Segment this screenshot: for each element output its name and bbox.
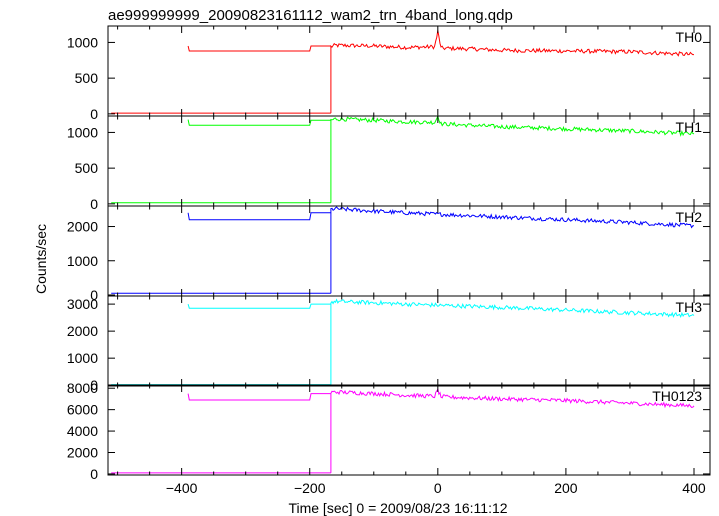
panel-label-th3: TH3 bbox=[676, 299, 703, 315]
y-tick-label: 1000 bbox=[67, 34, 98, 50]
plot-frame-th0 bbox=[107, 25, 711, 117]
y-tick-label: 500 bbox=[75, 70, 99, 86]
y-axis-label: Counts/sec bbox=[33, 224, 49, 294]
series-th0-2 bbox=[330, 30, 694, 114]
y-tick-label: 8000 bbox=[67, 380, 98, 396]
series-th0123-2 bbox=[330, 388, 695, 473]
y-tick-label: 1000 bbox=[67, 124, 98, 140]
x-axis-label: Time [sec] 0 = 2009/08/23 16:11:12 bbox=[288, 500, 507, 516]
panel-th1: 0 500 1000 TH1 bbox=[67, 114, 711, 212]
plot-frame-th3 bbox=[107, 295, 711, 387]
panel-label-th1: TH1 bbox=[676, 119, 703, 135]
series-th2-2 bbox=[330, 206, 694, 294]
y-tick-label: 2000 bbox=[67, 323, 98, 339]
x-tick-label: 400 bbox=[682, 480, 706, 496]
x-tick-label: 200 bbox=[554, 480, 578, 496]
panel-label-th2: TH2 bbox=[676, 209, 703, 225]
y-tick-label: 1000 bbox=[67, 350, 98, 366]
y-tick-label: 3000 bbox=[67, 296, 98, 312]
y-tick-label: 0 bbox=[90, 196, 98, 212]
y-tick-label: 4000 bbox=[67, 423, 98, 439]
panel-th2: 0 1000 2000 TH2 bbox=[67, 205, 711, 303]
x-tick-label: 0 bbox=[434, 480, 442, 496]
series-th2-1 bbox=[187, 212, 331, 221]
series-th1-1 bbox=[187, 119, 331, 126]
y-tick-label: 6000 bbox=[67, 402, 98, 418]
panel-th0123: 0 2000 4000 6000 8000 −400 −200 0 200 400 TH0123 bbox=[67, 380, 711, 496]
series-th0-1 bbox=[187, 45, 331, 52]
x-tick-label: −200 bbox=[294, 480, 326, 496]
y-tick-label: 500 bbox=[75, 160, 99, 176]
y-tick-label: 0 bbox=[90, 377, 98, 393]
panel-th3: 0 1000 2000 3000 TH3 bbox=[67, 295, 711, 393]
y-tick-label: 0 bbox=[90, 287, 98, 303]
y-tick-label: 0 bbox=[90, 106, 98, 122]
series-th3-1 bbox=[187, 303, 331, 309]
y-tick-label: 1000 bbox=[67, 253, 98, 269]
chart-title: ae999999999_20090823161112_wam2_trn_4ban… bbox=[108, 7, 513, 24]
panel-label-th0: TH0 bbox=[676, 29, 703, 45]
y-tick-label: 0 bbox=[90, 466, 98, 482]
panel-th0: 0 500 1000 TH0 bbox=[67, 25, 711, 122]
series-th0123-1 bbox=[187, 393, 331, 401]
panel-label-th0123: TH0123 bbox=[652, 388, 702, 404]
y-tick-label: 2000 bbox=[67, 219, 98, 235]
series-th3-2 bbox=[330, 298, 695, 385]
plot-frame-th0123 bbox=[107, 384, 711, 476]
y-tick-label: 2000 bbox=[67, 445, 98, 461]
series-th1-2 bbox=[330, 114, 695, 203]
x-tick-label: −400 bbox=[166, 480, 198, 496]
